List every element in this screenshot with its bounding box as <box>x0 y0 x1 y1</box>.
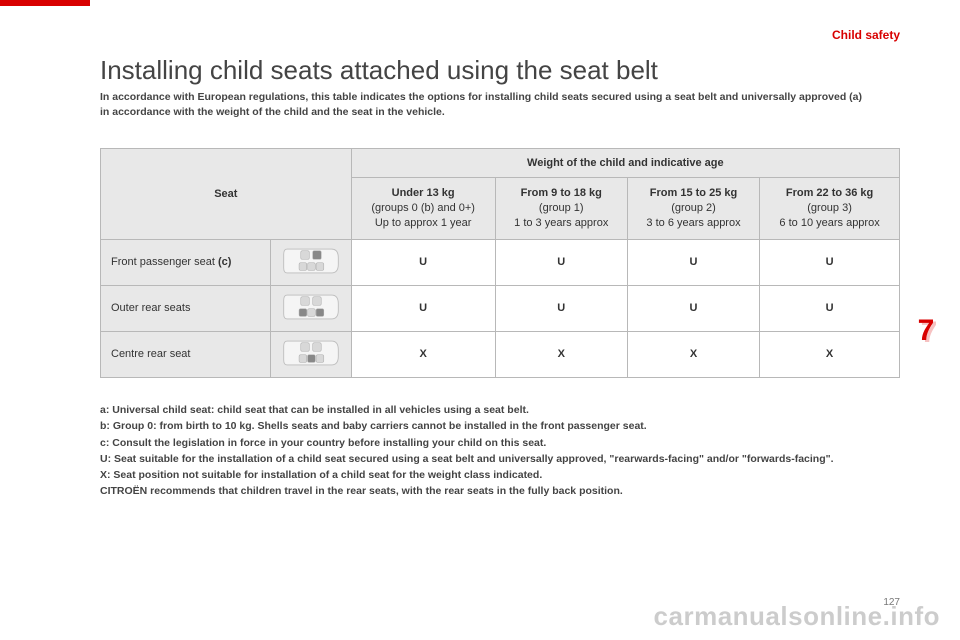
col-0-l2: (groups 0 (b) and 0+) <box>371 202 475 214</box>
note-u: U: Seat suitable for the installation of… <box>100 453 834 465</box>
child-seat-table: Seat Weight of the child and indicative … <box>100 148 900 378</box>
col-3-l3: 6 to 10 years approx <box>779 217 879 229</box>
table-row: Outer rear seats UUUU <box>101 285 900 331</box>
cell-value: U <box>627 285 759 331</box>
cell-value: X <box>627 331 759 377</box>
col-2: From 15 to 25 kg (group 2) 3 to 6 years … <box>627 178 759 240</box>
seat-label: Seat <box>214 188 237 200</box>
cell-value: X <box>495 331 627 377</box>
col-1: From 9 to 18 kg (group 1) 1 to 3 years a… <box>495 178 627 240</box>
cell-value: U <box>351 239 495 285</box>
note-a: a: Universal child seat: child seat that… <box>100 404 529 416</box>
watermark: carmanualsonline.info <box>654 601 940 632</box>
col-1-strong: From 9 to 18 kg <box>521 187 602 199</box>
table-row: Front passenger seat (c) UUUU <box>101 239 900 285</box>
intro-text: In accordance with European regulations,… <box>100 90 900 120</box>
col-weight-span: Weight of the child and indicative age <box>351 149 899 178</box>
chapter-num: 7 <box>918 314 935 347</box>
col-0-l3: Up to approx 1 year <box>375 217 472 229</box>
note-b: b: Group 0: from birth to 10 kg. Shells … <box>100 420 647 432</box>
col-2-l3: 3 to 6 years approx <box>646 217 740 229</box>
col-2-strong: From 15 to 25 kg <box>650 187 737 199</box>
seat-diagram-icon <box>270 239 351 285</box>
cell-value: X <box>760 331 900 377</box>
col-0: Under 13 kg (groups 0 (b) and 0+) Up to … <box>351 178 495 240</box>
cell-value: U <box>495 285 627 331</box>
accent-bar <box>0 0 90 6</box>
col-3-strong: From 22 to 36 kg <box>786 187 873 199</box>
cell-value: U <box>495 239 627 285</box>
row-label: Outer rear seats <box>101 285 271 331</box>
footnotes: a: Universal child seat: child seat that… <box>100 402 900 500</box>
cell-value: U <box>627 239 759 285</box>
note-c: c: Consult the legislation in force in y… <box>100 437 546 449</box>
seat-diagram-icon <box>270 331 351 377</box>
intro-line2: in accordance with the weight of the chi… <box>100 106 445 118</box>
cell-value: U <box>351 285 495 331</box>
note-x: X: Seat position not suitable for instal… <box>100 469 542 481</box>
cell-value: X <box>351 331 495 377</box>
col-3: From 22 to 36 kg (group 3) 6 to 10 years… <box>760 178 900 240</box>
section-category: Child safety <box>832 28 900 42</box>
intro-line1: In accordance with European regulations,… <box>100 91 862 103</box>
seat-diagram-icon <box>270 285 351 331</box>
col-1-l3: 1 to 3 years approx <box>514 217 608 229</box>
col-3-l2: (group 3) <box>807 202 852 214</box>
col-seat: Seat <box>101 149 352 240</box>
page-title: Installing child seats attached using th… <box>100 55 900 86</box>
col-2-l2: (group 2) <box>671 202 716 214</box>
row-label: Front passenger seat (c) <box>101 239 271 285</box>
page-content: Installing child seats attached using th… <box>100 55 900 500</box>
note-rec: CITROËN recommends that children travel … <box>100 485 623 497</box>
col-0-strong: Under 13 kg <box>392 187 455 199</box>
cell-value: U <box>760 239 900 285</box>
cell-value: U <box>760 285 900 331</box>
row-label: Centre rear seat <box>101 331 271 377</box>
table-row: Centre rear seat XXXX <box>101 331 900 377</box>
col-1-l2: (group 1) <box>539 202 584 214</box>
chapter-badge: 7 7 <box>906 310 948 352</box>
